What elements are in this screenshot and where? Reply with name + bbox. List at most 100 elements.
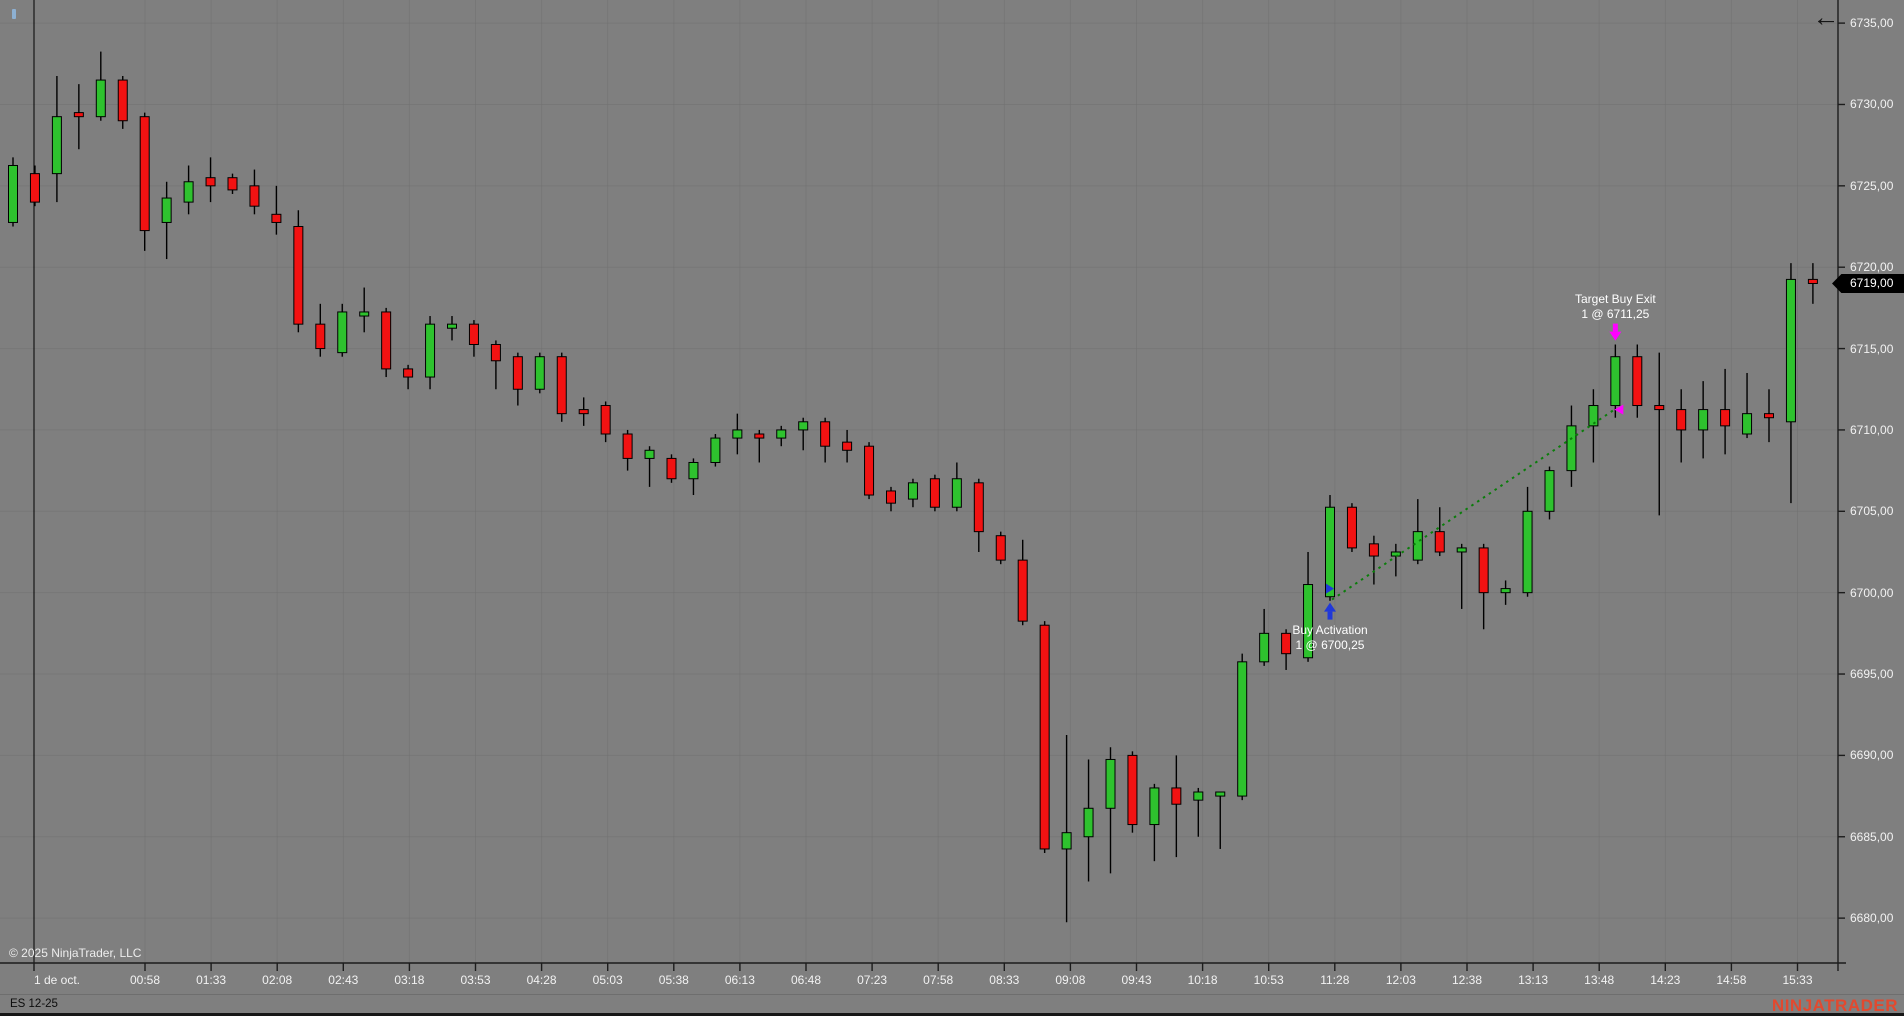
candle-body xyxy=(490,343,501,362)
time-tick-label: 05:03 xyxy=(592,973,623,987)
price-tick-label: 6720,00 xyxy=(1850,260,1894,275)
candle-body xyxy=(293,226,304,325)
entry-marker-icon[interactable] xyxy=(1326,583,1334,594)
candle-body xyxy=(1346,506,1357,549)
time-tick-label: 06:13 xyxy=(724,973,755,987)
time-date-label: 1 de oct. xyxy=(33,973,81,987)
buy-arrow-stem xyxy=(1327,611,1333,620)
price-tick-label: 6700,00 xyxy=(1850,585,1894,600)
candle-body xyxy=(1588,405,1599,427)
candle-body xyxy=(710,437,721,463)
candle-body xyxy=(864,445,875,496)
time-tick-label: 09:08 xyxy=(1055,973,1086,987)
price-tick-label: 6695,00 xyxy=(1850,667,1894,682)
candle-body xyxy=(973,482,984,533)
candle-body xyxy=(8,164,18,223)
candle-body xyxy=(776,429,787,439)
candle-body xyxy=(29,173,40,203)
candle-body xyxy=(1281,632,1292,655)
candle-body xyxy=(1149,787,1160,826)
candle-body xyxy=(1478,547,1489,594)
back-button[interactable]: ← xyxy=(1811,1,1841,33)
candle-body xyxy=(183,181,194,203)
candle-body xyxy=(798,421,809,431)
candle-body xyxy=(447,323,457,329)
candle-body xyxy=(1259,632,1270,663)
time-tick-label: 05:38 xyxy=(658,973,689,987)
candle-body xyxy=(1742,413,1753,435)
time-tick-label: 10:18 xyxy=(1187,973,1218,987)
candle-body xyxy=(886,490,896,504)
candle-body xyxy=(1237,661,1248,797)
back-arrow-icon: ← xyxy=(1812,2,1840,32)
time-tick-label: 07:58 xyxy=(923,973,954,987)
window-bottom-edge xyxy=(0,1013,1904,1016)
time-tick-label: 15:33 xyxy=(1782,973,1813,987)
candle-body xyxy=(227,177,238,191)
time-tick-label: 02:43 xyxy=(328,973,359,987)
time-tick-label: 13:48 xyxy=(1584,973,1615,987)
candle-body xyxy=(161,197,172,223)
candle-body xyxy=(117,79,128,122)
candle-body xyxy=(1083,807,1094,838)
candle-body xyxy=(73,112,84,118)
time-tick-label: 08:33 xyxy=(989,973,1020,987)
candle-body xyxy=(1039,624,1050,850)
candle-body xyxy=(512,356,523,390)
candle-body xyxy=(139,116,150,232)
candle-body xyxy=(995,535,1006,561)
target-buy-exit-annotation[interactable]: Target Buy Exit 1 @ 6711,25 xyxy=(1575,292,1656,322)
tab-strip-separator xyxy=(0,994,1904,995)
candle-body xyxy=(315,323,326,350)
candle-body xyxy=(271,213,282,223)
price-tick-label: 6705,00 xyxy=(1850,504,1894,519)
candle-body xyxy=(468,323,479,345)
candle-body xyxy=(754,433,765,439)
time-tick-label: 09:43 xyxy=(1121,973,1152,987)
trade-trendline[interactable] xyxy=(1331,408,1615,601)
price-tick-label: 6730,00 xyxy=(1850,97,1894,112)
candle-body xyxy=(578,409,589,415)
candle-body xyxy=(1785,278,1796,423)
candle-body xyxy=(403,368,414,378)
candle-body xyxy=(644,449,655,459)
candle-body xyxy=(622,433,633,459)
price-tick-label: 6680,00 xyxy=(1850,911,1894,926)
price-tick-label: 6735,00 xyxy=(1850,16,1894,31)
buy-activation-line2: 1 @ 6700,25 xyxy=(1295,637,1365,652)
time-tick-label: 11:28 xyxy=(1320,973,1350,987)
candle-body xyxy=(381,311,392,370)
candle-body xyxy=(1303,584,1314,659)
candle-body xyxy=(1544,470,1555,512)
candle-body xyxy=(425,323,436,378)
time-tick-label: 07:23 xyxy=(857,973,888,987)
time-tick-label: 00:58 xyxy=(129,973,161,987)
candle-body xyxy=(1632,356,1643,407)
price-tick-label: 6685,00 xyxy=(1850,829,1894,844)
cursor-artifact-icon xyxy=(12,9,16,19)
candle-body xyxy=(1654,405,1665,411)
last-price-marker: 6719,00 xyxy=(1832,273,1904,293)
time-tick-label: 13:13 xyxy=(1518,973,1549,987)
tab-es-12-25[interactable]: ES 12-25 xyxy=(10,998,58,1010)
time-tick-label: 10:53 xyxy=(1253,973,1284,987)
last-price-label: 6719,00 xyxy=(1850,275,1894,290)
candle-body xyxy=(1127,754,1138,826)
buy-activation-annotation[interactable]: Buy Activation 1 @ 6700,25 xyxy=(1292,623,1367,653)
target-arrow-icon[interactable] xyxy=(1609,331,1622,341)
time-tick-label: 01:33 xyxy=(196,973,227,987)
candle-body xyxy=(1215,791,1226,797)
candle-body xyxy=(337,311,348,354)
exit-marker-icon[interactable] xyxy=(1614,404,1624,415)
target-arrow-stem xyxy=(1612,323,1618,332)
time-tick-label: 12:03 xyxy=(1385,973,1416,987)
candle-body xyxy=(1566,425,1577,472)
candle-body xyxy=(1698,409,1709,431)
time-tick-label: 14:58 xyxy=(1716,973,1747,987)
candle-body xyxy=(732,429,743,439)
buy-arrow-icon[interactable] xyxy=(1324,602,1336,612)
candle-body xyxy=(1434,531,1445,553)
candle-body xyxy=(1061,832,1072,850)
